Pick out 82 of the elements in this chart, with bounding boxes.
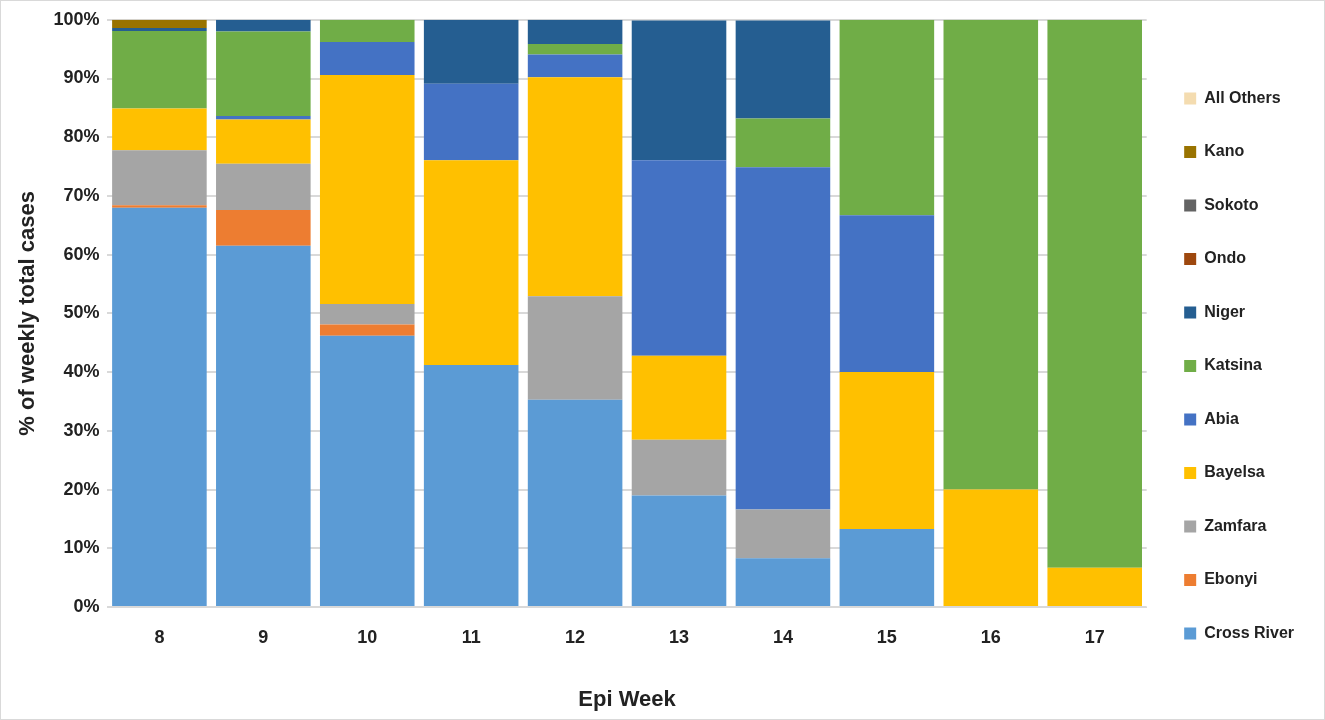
bar (527, 43, 623, 55)
bar (943, 19, 1039, 490)
bar (735, 118, 831, 168)
bar (527, 54, 623, 78)
bar (631, 439, 727, 496)
legend-label: Ebonyi (1204, 570, 1258, 588)
bar (527, 296, 623, 400)
x-tick-label: 14 (772, 626, 793, 647)
bar (735, 558, 831, 606)
x-tick-label: 9 (258, 626, 269, 647)
bar (839, 215, 935, 373)
bar (112, 19, 207, 29)
bar (423, 19, 519, 84)
y-tick-label: 0% (73, 595, 100, 616)
y-tick-label: 70% (63, 184, 100, 205)
bar (839, 372, 935, 529)
bar (423, 83, 519, 161)
bar (631, 160, 727, 356)
legend-label: Abia (1204, 409, 1239, 427)
x-tick-label: 13 (669, 626, 690, 647)
x-tick-label: 10 (357, 626, 378, 647)
y-tick-label: 10% (63, 537, 100, 558)
bar (112, 205, 207, 208)
bar (839, 19, 935, 216)
bar (112, 207, 207, 606)
y-tick-label: 60% (63, 243, 100, 264)
x-tick-label: 17 (1084, 626, 1105, 647)
legend-label: Niger (1204, 302, 1246, 320)
y-tick-label: 80% (63, 126, 100, 147)
legend-label: Katsina (1204, 356, 1263, 374)
bar (216, 19, 311, 32)
bar (216, 245, 311, 606)
bar (319, 42, 415, 75)
bar (216, 119, 311, 164)
y-tick-label: 30% (63, 419, 100, 440)
bar (631, 495, 727, 606)
x-tick-label: 16 (980, 626, 1001, 647)
legend-label: Kano (1204, 142, 1245, 160)
legend-label: Sokoto (1204, 195, 1259, 213)
bar (423, 365, 519, 606)
legend-label: Bayelsa (1204, 463, 1265, 481)
bar (527, 399, 623, 606)
bar (735, 509, 831, 559)
bar (735, 20, 831, 119)
x-tick-label: 8 (154, 626, 165, 647)
bar (216, 31, 311, 117)
y-axis-title: % of weekly total cases (14, 191, 40, 436)
bar (112, 30, 207, 109)
bar (631, 20, 727, 161)
bar (839, 528, 935, 606)
bar (319, 324, 415, 336)
bar (319, 335, 415, 606)
bar (112, 108, 207, 151)
bar (943, 489, 1039, 606)
bar (216, 163, 311, 211)
bar (216, 116, 311, 120)
legend-label: Ondo (1204, 249, 1247, 267)
x-tick-label: 15 (876, 626, 897, 647)
legend-label: Zamfara (1204, 516, 1267, 534)
bar (112, 150, 207, 206)
bar (319, 304, 415, 325)
bar (112, 28, 207, 31)
x-axis-title: Epi Week (578, 685, 677, 711)
bar (1047, 567, 1142, 606)
bar (527, 19, 623, 44)
bar (319, 19, 415, 43)
x-tick-label: 12 (565, 626, 586, 647)
bar (735, 167, 831, 510)
bar (319, 75, 415, 305)
y-tick-label: 40% (63, 361, 100, 382)
bar (631, 355, 727, 440)
y-tick-label: 90% (63, 67, 100, 88)
x-tick-label: 11 (461, 626, 481, 647)
bar (423, 160, 519, 366)
legend-label: All Others (1204, 88, 1281, 106)
bar (216, 210, 311, 246)
bar (527, 77, 623, 297)
y-tick-label: 20% (63, 478, 100, 499)
legend-label: Cross River (1204, 623, 1295, 641)
bar (1047, 19, 1142, 568)
y-tick-label: 50% (63, 302, 100, 323)
y-tick-label: 100% (53, 8, 100, 29)
